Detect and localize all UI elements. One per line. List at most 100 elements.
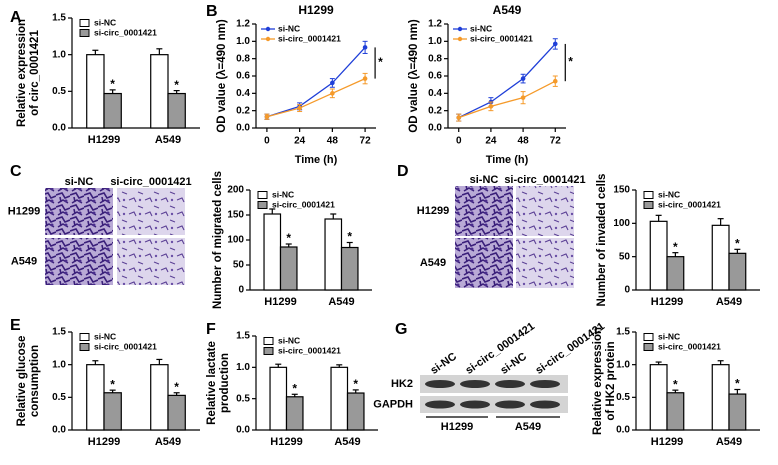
significance-star: * <box>353 377 358 391</box>
legend-label: si-circ_0001421 <box>278 345 341 355</box>
significance-star: * <box>673 377 678 391</box>
y-tick-label: 0.0 <box>428 123 442 134</box>
legend-marker <box>457 26 463 32</box>
y-axis-label: Number of migrated cells <box>212 171 224 309</box>
x-tick-label: 72 <box>550 136 562 147</box>
series-line <box>266 46 366 118</box>
blot-band <box>425 400 455 409</box>
micrograph-row-label: H1299 <box>417 205 449 217</box>
micrograph <box>455 238 513 288</box>
significance-star: * <box>292 381 297 395</box>
legend-swatch <box>79 333 90 341</box>
x-tick-label: 0 <box>456 136 462 147</box>
blot-strip <box>420 375 568 393</box>
micrograph-column-label: si-circ_0001421 <box>504 174 585 186</box>
y-tick-label: 1.0 <box>52 49 66 60</box>
bar <box>330 366 349 431</box>
bar <box>324 218 343 291</box>
x-tick-label: H1299 <box>88 436 120 448</box>
y-tick-label: 1.2 <box>236 19 250 30</box>
y-tick-label: 0.0 <box>616 425 630 436</box>
legend-label: si-circ_0001421 <box>470 33 533 43</box>
legend-label: si-circ_0001421 <box>658 199 721 209</box>
point <box>456 115 462 120</box>
point <box>520 76 526 81</box>
legend-label: si-NC <box>278 335 300 345</box>
x-tick-label: A549 <box>334 436 360 448</box>
blot-row-label: HK2 <box>391 378 413 390</box>
bar <box>103 92 122 129</box>
point <box>362 45 368 50</box>
micrograph-column-label: si-NC <box>470 174 499 186</box>
y-tick-label: 1.5 <box>52 327 66 338</box>
y-tick-label: 200 <box>227 185 244 196</box>
point <box>330 80 335 86</box>
y-axis-label: OD value (λ=490 nm) <box>408 19 420 133</box>
y-tick-label: 0.2 <box>236 105 250 116</box>
bar <box>103 392 122 431</box>
y-axis-label: Relative glucose <box>16 336 28 427</box>
x-tick-label: 48 <box>327 136 339 147</box>
bar <box>666 392 685 431</box>
point <box>488 104 494 109</box>
y-tick-label: 0.2 <box>428 105 442 116</box>
bar <box>279 246 298 291</box>
micrograph-row-label: H1299 <box>8 205 40 217</box>
significance-star: * <box>735 377 740 391</box>
x-tick-label: H1299 <box>88 134 120 146</box>
micrograph <box>117 188 185 235</box>
legend-swatch <box>643 191 654 199</box>
legend-label: si-NC <box>94 17 116 27</box>
y-tick-label: 50 <box>619 251 631 262</box>
legend-swatch <box>263 337 274 345</box>
micrograph-column-label: si-circ_0001421 <box>110 176 191 188</box>
point <box>552 78 558 84</box>
x-tick-label: H1299 <box>270 436 302 448</box>
y-tick-label: 0.4 <box>236 88 250 99</box>
legend-label: si-circ_0001421 <box>94 27 157 37</box>
blot-group-label: A549 <box>515 421 541 433</box>
legend-swatch <box>643 343 654 351</box>
legend-label: si-circ_0001421 <box>94 341 157 351</box>
blot-band <box>425 380 455 388</box>
blot-lane-label: si-NC <box>499 351 529 377</box>
bar <box>167 394 186 431</box>
legend-swatch <box>79 19 90 27</box>
blot-band <box>530 400 560 409</box>
significance-star: * <box>110 77 115 91</box>
y-tick-label: 0.4 <box>428 88 442 99</box>
blot-band <box>495 400 525 409</box>
legend-label: si-NC <box>272 189 294 199</box>
point <box>264 114 270 120</box>
x-tick-label: H1299 <box>651 296 683 308</box>
legend-label: si-circ_0001421 <box>278 33 341 43</box>
blot-strip <box>420 396 568 413</box>
legend-label: si-circ_0001421 <box>658 341 721 351</box>
blot-lane-label: si-NC <box>429 351 459 377</box>
legend-label: si-circ_0001421 <box>272 199 335 209</box>
legend-swatch <box>79 29 90 37</box>
y-axis-label: Number of invaded cells <box>596 174 608 307</box>
series-line <box>458 43 556 119</box>
x-tick-label: 0 <box>264 136 270 147</box>
y-tick-label: 0.8 <box>236 53 250 64</box>
legend-marker <box>265 36 271 42</box>
x-tick-label: A549 <box>716 296 742 308</box>
x-tick-label: 48 <box>518 136 530 147</box>
y-tick-label: 0.5 <box>52 86 66 97</box>
y-tick-label: 1.2 <box>428 19 442 30</box>
bar <box>340 246 359 291</box>
y-tick-label: 1.0 <box>428 36 442 47</box>
bar <box>167 92 186 129</box>
panel-letter: F <box>206 321 216 338</box>
y-tick-label: 0.6 <box>236 71 250 82</box>
significance-star: * <box>286 231 291 245</box>
y-tick-label: 50 <box>233 260 245 271</box>
y-axis-label: Relative expression <box>16 19 28 127</box>
y-axis-label: Relative expression <box>592 327 604 435</box>
y-tick-label: 1.5 <box>616 327 630 338</box>
micrograph <box>516 186 574 236</box>
legend-swatch <box>257 191 268 199</box>
panel-letter: E <box>10 317 21 334</box>
